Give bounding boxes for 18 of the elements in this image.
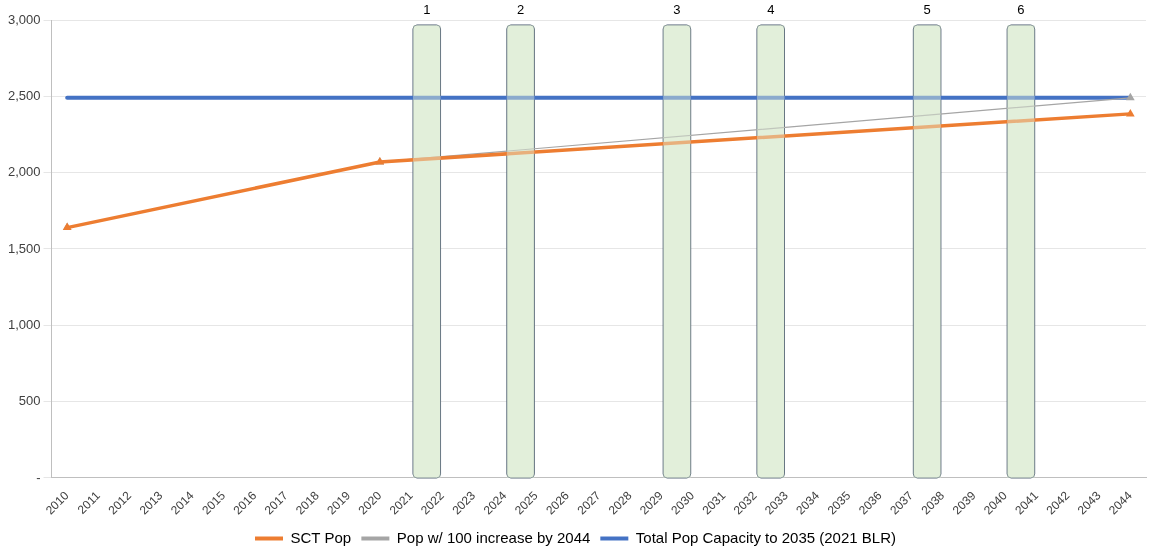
y-tick-label: 2,500 [7,87,41,103]
band-label: 2 [516,2,525,18]
point [1126,108,1135,117]
band-label: 1 [423,2,431,18]
point [1126,92,1135,101]
y-tick-label: - [36,469,41,485]
y-tick-label: 1,500 [7,240,41,256]
band-label: 6 [1017,2,1025,18]
y-tick-label: 2,000 [7,164,41,180]
legend-label: SCT Pop [290,528,352,546]
legend-label: Pop w/ 100 increase by 2044 [396,528,591,546]
y-tick-label: 500 [18,393,41,409]
band-label: 4 [767,2,775,18]
y-tick-label: 1,000 [7,316,41,332]
band-label: 3 [673,2,681,18]
band-label: 5 [923,2,931,18]
y-tick-label: 3,000 [7,11,41,27]
legend-label: Total Pop Capacity to 2035 (2021 BLR) [635,528,896,546]
